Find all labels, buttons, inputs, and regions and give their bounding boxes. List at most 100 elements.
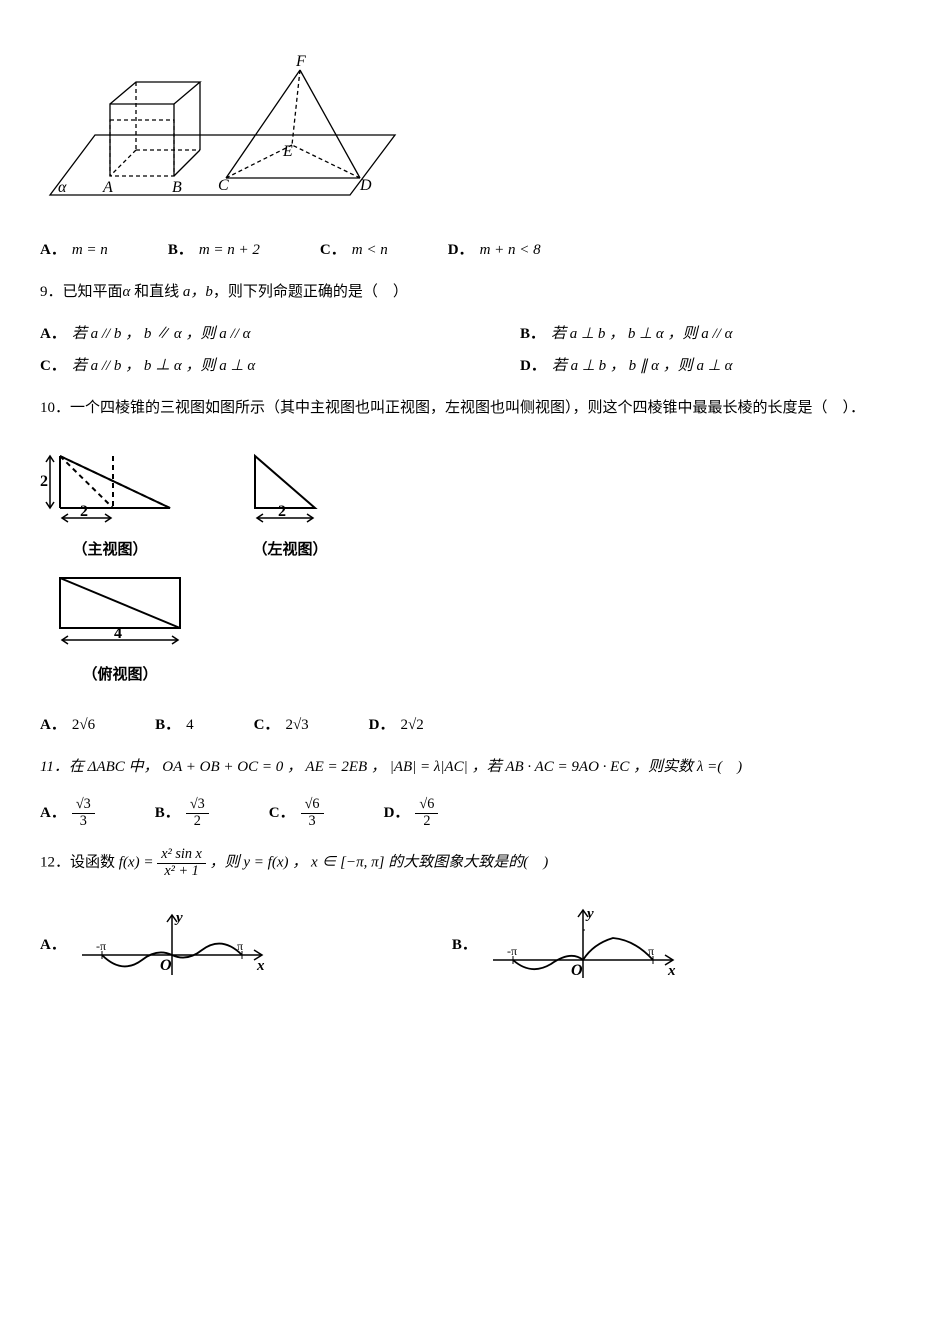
- q10-c-text: 2√3: [285, 713, 308, 737]
- svg-text:O: O: [571, 962, 583, 979]
- q12-graph-options: A． y x O -π π B． y x O: [40, 900, 910, 990]
- q9-b-prefix: B．: [520, 322, 545, 346]
- svg-text:-π: -π: [96, 939, 106, 953]
- q10-left-svg: 2: [240, 438, 340, 528]
- q11-option-d[interactable]: D． √6 2: [384, 797, 439, 829]
- q8-c-text: m < n: [352, 238, 388, 262]
- q11-option-a[interactable]: A． √3 3: [40, 797, 95, 829]
- q10-d-text: 2√2: [401, 713, 424, 737]
- q10-c-prefix: C．: [254, 713, 280, 737]
- opt-b-prefix: B．: [168, 238, 193, 262]
- q9-options-row2: C． 若 a // b ， b ⊥ α ，则 a ⊥ α D． 若 a ⊥ b …: [40, 354, 910, 378]
- q8-b-text: m = n + 2: [199, 238, 260, 262]
- opt-d-prefix: D．: [448, 238, 474, 262]
- svg-text:B: B: [172, 179, 182, 196]
- opt-a-prefix: A．: [40, 238, 66, 262]
- svg-text:x: x: [256, 958, 265, 974]
- svg-text:α: α: [58, 179, 67, 196]
- svg-text:A: A: [102, 179, 113, 196]
- q12-graph-b-svg: y x O -π π: [483, 900, 683, 990]
- q11-c-prefix: C．: [269, 801, 295, 825]
- q12-func-frac: x² sin x x² + 1: [157, 847, 206, 879]
- q9-c-prefix: C．: [40, 354, 66, 378]
- q9-mid: 和直线: [130, 284, 183, 300]
- q9-ab: a，b: [183, 284, 213, 300]
- svg-text:D: D: [359, 177, 372, 194]
- q10-main-label: （主视图）: [40, 538, 180, 562]
- svg-text:2: 2: [80, 503, 88, 520]
- q9-c-text: 若 a // b ， b ⊥ α ，则 a ⊥ α: [72, 354, 255, 378]
- q9-d-text: 若 a ⊥ b ， b ∥ α ，则 a ⊥ α: [552, 354, 733, 378]
- q9-prefix: 9．已知平面: [40, 284, 123, 300]
- q9-options-row1: A． 若 a // b ， b ∥ α ，则 a // α B． 若 a ⊥ b…: [40, 322, 910, 346]
- q9-b-text: 若 a ⊥ b ， b ⊥ α ，则 a // α: [551, 322, 732, 346]
- q12-stem: 12．设函数 f(x) = x² sin x x² + 1 ，则 y = f(x…: [40, 847, 910, 879]
- svg-text:O: O: [160, 957, 172, 974]
- svg-text:F: F: [295, 53, 306, 70]
- q9-d-prefix: D．: [520, 354, 546, 378]
- q10-left-view: 2 （左视图）: [240, 438, 340, 562]
- q10-b-text: 4: [186, 713, 194, 737]
- q9-a-text: 若 a // b ， b ∥ α ，则 a // α: [72, 322, 251, 346]
- svg-text:2: 2: [278, 503, 286, 520]
- q9-suffix: ，则下列命题正确的是（ ）: [213, 284, 408, 300]
- q9-option-a[interactable]: A． 若 a // b ， b ∥ α ，则 a // α: [40, 322, 420, 346]
- q11-b-frac: √3 2: [186, 797, 209, 829]
- svg-text:x: x: [667, 963, 676, 979]
- q10-top-view: 4 （俯视图）: [40, 568, 200, 687]
- q9-a-prefix: A．: [40, 322, 66, 346]
- q11-a-prefix: A．: [40, 801, 66, 825]
- q11-stem-1: 11．在 ΔABC 中， OA + OB + OC = 0 ， AE = 2EB…: [40, 759, 386, 775]
- q8-option-d[interactable]: D． m + n < 8: [448, 238, 541, 262]
- svg-text:y: y: [174, 910, 183, 926]
- q11-c-frac: √6 3: [301, 797, 324, 829]
- q12-a-prefix: A．: [40, 933, 66, 957]
- q8-option-b[interactable]: B． m = n + 2: [168, 238, 260, 262]
- q8-figure: α A B C D E F: [40, 30, 910, 218]
- q12-option-b[interactable]: B． y x O -π π: [452, 900, 683, 990]
- q10-option-d[interactable]: D． 2√2: [369, 713, 424, 737]
- q12-stem-2: ，则 y = f(x) ， x ∈ [−π, π] 的大致图象大致是的( ): [210, 855, 549, 871]
- q10-a-text: 2√6: [72, 713, 95, 737]
- q8-options: A． m = n B． m = n + 2 C． m < n D． m + n …: [40, 238, 910, 262]
- q11-stem-2: ，若 AB · AC = 9AO · EC ，则实数 λ =( ): [472, 759, 743, 775]
- q10-b-prefix: B．: [155, 713, 180, 737]
- q8-geometry-svg: α A B C D E F: [40, 30, 400, 210]
- q11-option-c[interactable]: C． √6 3: [269, 797, 324, 829]
- q9-option-c[interactable]: C． 若 a // b ， b ⊥ α ，则 a ⊥ α: [40, 354, 420, 378]
- q10-stem-text: 10．一个四棱锥的三视图如图所示（其中主视图也叫正视图，左视图也叫侧视图），则这…: [40, 400, 865, 416]
- q12-stem-1: 12．设函数: [40, 855, 119, 871]
- q10-option-a[interactable]: A． 2√6: [40, 713, 95, 737]
- q12-graph-a-svg: y x O -π π: [72, 900, 272, 990]
- q10-main-svg: 2 2: [40, 438, 180, 528]
- q10-main-view: 2 2 （主视图）: [40, 438, 180, 562]
- q10-option-b[interactable]: B． 4: [155, 713, 194, 737]
- svg-text:-π: -π: [507, 944, 517, 958]
- q10-options: A． 2√6 B． 4 C． 2√3 D． 2√2: [40, 713, 910, 737]
- q9-option-d[interactable]: D． 若 a ⊥ b ， b ∥ α ，则 a ⊥ α: [520, 354, 732, 378]
- q11-d-frac: √6 2: [415, 797, 438, 829]
- q11-b-prefix: B．: [155, 801, 180, 825]
- q10-three-views: 2 2 （主视图） 2 （左视图）: [40, 438, 910, 693]
- q11-stem: 11．在 ΔABC 中， OA + OB + OC = 0 ， AE = 2EB…: [40, 755, 910, 779]
- q11-options: A． √3 3 B． √3 2 C． √6 3 D． √6 2: [40, 797, 910, 829]
- q8-option-a[interactable]: A． m = n: [40, 238, 108, 262]
- q11-option-b[interactable]: B． √3 2: [155, 797, 209, 829]
- q8-a-text: m = n: [72, 238, 108, 262]
- q10-stem: 10．一个四棱锥的三视图如图所示（其中主视图也叫正视图，左视图也叫侧视图），则这…: [40, 396, 910, 420]
- q9-stem: 9．已知平面α 和直线 a，b，则下列命题正确的是（ ）: [40, 280, 910, 304]
- svg-text:y: y: [585, 906, 594, 922]
- q12-b-prefix: B．: [452, 933, 477, 957]
- q8-option-c[interactable]: C． m < n: [320, 238, 388, 262]
- q12-option-a[interactable]: A． y x O -π π: [40, 900, 272, 990]
- q11-a-frac: √3 3: [72, 797, 95, 829]
- svg-text:2: 2: [40, 473, 48, 490]
- q10-left-label: （左视图）: [240, 538, 340, 562]
- q10-top-label: （俯视图）: [40, 663, 200, 687]
- q10-option-c[interactable]: C． 2√3: [254, 713, 309, 737]
- opt-c-prefix: C．: [320, 238, 346, 262]
- q10-a-prefix: A．: [40, 713, 66, 737]
- q8-d-text: m + n < 8: [480, 238, 541, 262]
- svg-text:C: C: [218, 177, 229, 194]
- q9-option-b[interactable]: B． 若 a ⊥ b ， b ⊥ α ，则 a // α: [520, 322, 732, 346]
